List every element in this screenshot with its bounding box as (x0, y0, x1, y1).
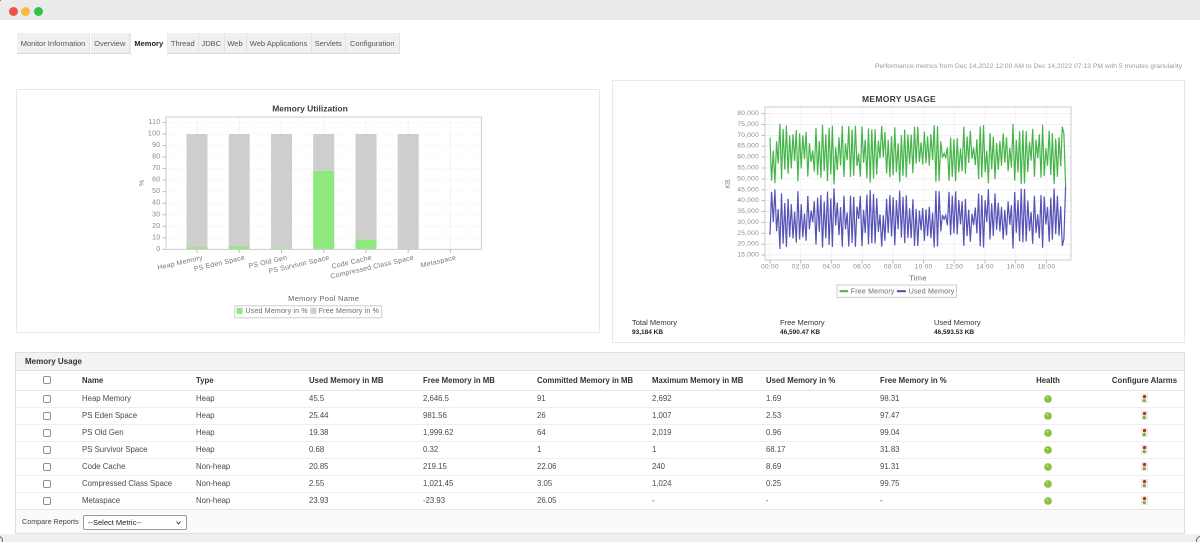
svg-text:100: 100 (148, 131, 161, 138)
svg-text:16:00: 16:00 (1007, 264, 1025, 271)
svg-text:10:00: 10:00 (915, 264, 933, 271)
svg-text:Time: Time (909, 274, 927, 283)
svg-text:00:00: 00:00 (761, 264, 779, 271)
svg-text:90: 90 (152, 142, 160, 149)
svg-text:30,000: 30,000 (737, 219, 759, 226)
svg-text:70: 70 (152, 165, 160, 172)
svg-text:Free Memory: Free Memory (851, 288, 895, 295)
svg-text:12:00: 12:00 (945, 264, 963, 271)
svg-text:06:00: 06:00 (853, 264, 871, 271)
svg-text:45,000: 45,000 (737, 186, 759, 193)
svg-text:0: 0 (156, 246, 160, 253)
svg-text:50: 50 (152, 188, 160, 195)
svg-text:110: 110 (148, 119, 160, 126)
svg-text:80,000: 80,000 (737, 110, 759, 117)
svg-text:Used Memory in %: Used Memory in % (246, 308, 308, 315)
svg-text:40: 40 (152, 200, 160, 207)
svg-text:10: 10 (152, 234, 160, 241)
svg-text:KB: KB (725, 179, 732, 189)
svg-text:30: 30 (152, 211, 160, 218)
svg-text:20: 20 (152, 223, 160, 230)
svg-text:25,000: 25,000 (737, 230, 759, 237)
svg-text:60,000: 60,000 (737, 154, 759, 161)
svg-text:Used Memory: Used Memory (909, 288, 955, 295)
svg-text:60: 60 (152, 177, 160, 184)
svg-text:50,000: 50,000 (737, 175, 759, 182)
svg-text:15,000: 15,000 (737, 252, 759, 259)
svg-text:Memory Pool Name: Memory Pool Name (288, 294, 359, 303)
svg-text:18:00: 18:00 (1038, 264, 1056, 271)
svg-text:Metaspace: Metaspace (420, 255, 457, 270)
svg-text:04:00: 04:00 (823, 264, 841, 271)
svg-text:55,000: 55,000 (737, 165, 759, 172)
svg-text:35,000: 35,000 (737, 208, 759, 215)
svg-text:20,000: 20,000 (737, 241, 759, 248)
svg-text:08:00: 08:00 (884, 264, 902, 271)
svg-text:70,000: 70,000 (737, 132, 759, 139)
svg-text:14:00: 14:00 (976, 264, 994, 271)
svg-text:%: % (139, 180, 146, 186)
svg-text:Free Memory in %: Free Memory in % (319, 308, 379, 315)
svg-text:02:00: 02:00 (792, 264, 810, 271)
svg-text:75,000: 75,000 (737, 121, 759, 128)
svg-text:80: 80 (152, 154, 160, 161)
svg-text:Memory Utilization: Memory Utilization (272, 104, 348, 114)
svg-text:40,000: 40,000 (737, 197, 759, 204)
svg-text:MEMORY USAGE: MEMORY USAGE (862, 94, 936, 104)
svg-text:65,000: 65,000 (737, 143, 759, 150)
